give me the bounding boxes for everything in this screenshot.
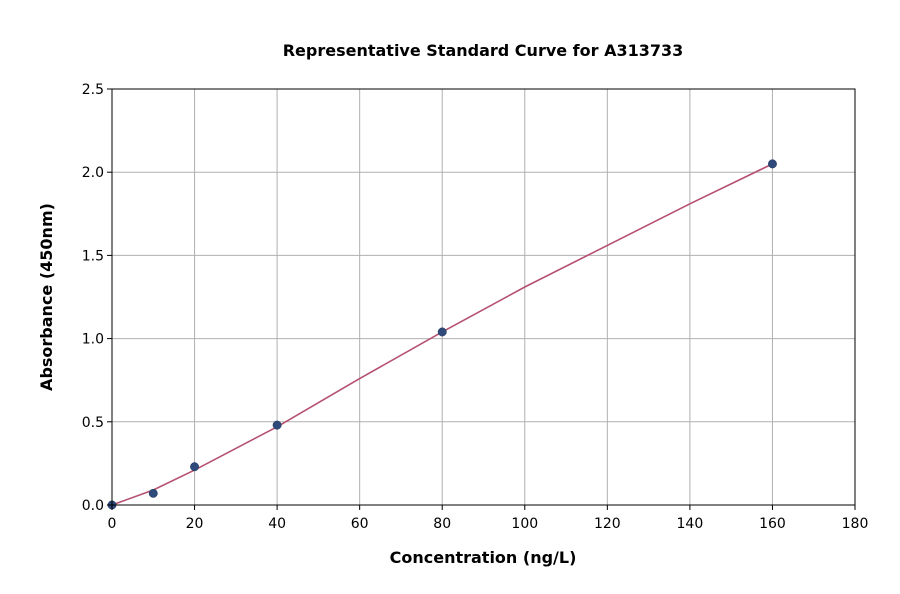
x-axis-label: Concentration (ng/L) xyxy=(390,548,577,567)
y-tick-label: 0.5 xyxy=(82,415,104,431)
fit-curve-layer xyxy=(111,163,773,506)
y-tick-label: 0.0 xyxy=(82,498,104,514)
chart-title: Representative Standard Curve for A31373… xyxy=(283,41,684,60)
data-point xyxy=(190,462,200,472)
x-tick-label: 120 xyxy=(594,516,621,532)
y-tick-label: 2.5 xyxy=(82,82,104,98)
x-tick-label: 0 xyxy=(108,516,117,532)
data-point xyxy=(148,488,158,498)
y-tick-label: 1.0 xyxy=(82,332,104,348)
axis-ticks: 0 20 40 60 80 100 120 140 160 180 0.0 0.5 1.0 1.5 2.0 2… xyxy=(82,82,869,532)
data-point xyxy=(437,327,447,337)
grid xyxy=(111,88,856,506)
x-tick-label: 140 xyxy=(677,516,704,532)
x-tick-label: 100 xyxy=(511,516,538,532)
x-tick-label: 80 xyxy=(433,516,451,532)
plot-area-frame xyxy=(111,88,856,506)
x-tick-label: 60 xyxy=(351,516,369,532)
x-tick-label: 180 xyxy=(842,516,869,532)
x-tick-label: 40 xyxy=(268,516,286,532)
data-points xyxy=(107,159,777,510)
y-tick-label: 2.0 xyxy=(82,165,104,181)
data-point xyxy=(767,159,777,169)
x-tick-label: 160 xyxy=(759,516,786,532)
y-axis-label: Absorbance (450nm) xyxy=(37,203,56,391)
fit-curve-line xyxy=(111,163,773,506)
y-tick-label: 1.5 xyxy=(82,248,104,264)
x-tick-label: 20 xyxy=(186,516,204,532)
data-point xyxy=(272,420,282,430)
